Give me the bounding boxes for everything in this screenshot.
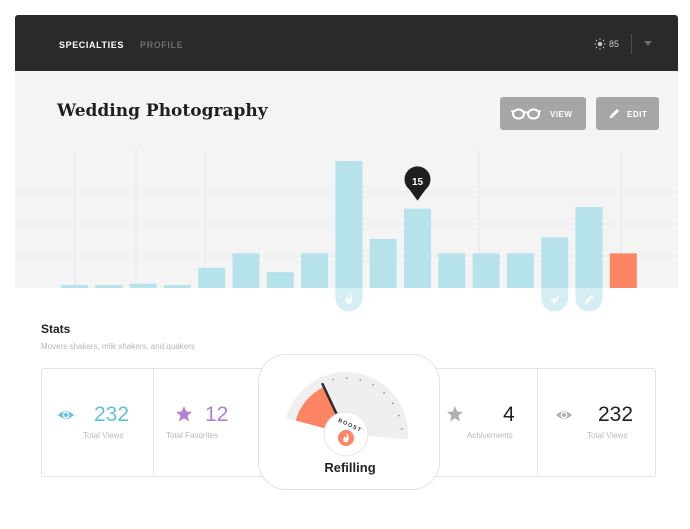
total-views-value-2: 232 — [598, 403, 634, 426]
stats-title: Stats — [41, 322, 71, 336]
total-views-value: 232 — [94, 403, 130, 426]
gauge-tick — [397, 414, 400, 417]
bird-icon — [549, 295, 560, 303]
nav-tab-profile[interactable]: PROFILE — [140, 40, 184, 50]
total-favorites-label: Total Favorites — [166, 431, 219, 440]
chart-bar[interactable] — [335, 161, 363, 288]
top-nav-bar: SPECIALTIES PROFILE 85 — [15, 15, 678, 71]
chart-bar[interactable] — [472, 253, 500, 288]
chart-bars — [61, 161, 637, 312]
value-pin — [404, 166, 431, 201]
chart-bar[interactable] — [575, 207, 603, 288]
total-favorites-value: 12 — [205, 403, 229, 426]
edit-button-label: EDIT — [627, 110, 648, 119]
gauge-ticks — [332, 377, 403, 430]
stats-divider — [537, 369, 538, 476]
achievements-label: Achivements — [467, 431, 513, 440]
chart-bar[interactable] — [163, 285, 191, 288]
specialty-bar-chart: 15 — [15, 150, 678, 312]
pencil-icon — [585, 295, 594, 304]
star-icon — [176, 406, 192, 422]
gauge-tick — [372, 384, 374, 386]
flame-icon — [345, 293, 353, 304]
total-views-label: Total Views — [83, 431, 124, 440]
sun-icon — [594, 38, 606, 50]
nav-divider — [631, 34, 632, 54]
chart-bar[interactable] — [266, 272, 294, 288]
eye-icon — [58, 411, 74, 419]
achievements-value: 4 — [503, 403, 515, 426]
chart-bar[interactable] — [61, 285, 88, 288]
chart-bar[interactable] — [438, 253, 466, 288]
gauge-needle — [321, 382, 338, 416]
stats-subtitle: Movers shakers, milk shakers, and quaker… — [41, 342, 195, 351]
star-icon — [447, 406, 463, 422]
chart-bar[interactable] — [95, 285, 123, 288]
gauge-tick — [332, 378, 335, 381]
stats-divider — [153, 369, 154, 476]
caret-down-icon[interactable] — [644, 41, 652, 46]
eye-icon — [556, 411, 572, 419]
chart-bar[interactable] — [198, 267, 226, 288]
gauge-tick — [383, 392, 385, 394]
total-views-label-2: Total Views — [587, 431, 628, 440]
chart-bar[interactable] — [301, 253, 329, 288]
points-count: 85 — [609, 39, 620, 49]
glasses-icon — [511, 108, 541, 120]
chart-bar[interactable] — [369, 238, 397, 288]
pencil-icon — [609, 109, 619, 119]
gauge-tick — [359, 378, 362, 381]
chart-bar[interactable] — [232, 253, 260, 288]
page-title: Wedding Photography — [57, 101, 268, 121]
flame-badge — [338, 430, 354, 446]
chart-bar[interactable] — [609, 253, 637, 288]
boost-gauge[interactable]: BOOST Refilling — [258, 354, 440, 490]
flame-icon — [343, 432, 349, 443]
chart-bar[interactable] — [506, 253, 534, 288]
chart-bar[interactable] — [541, 237, 569, 288]
gauge-fill — [295, 386, 337, 429]
gauge-tick — [400, 428, 403, 430]
view-button[interactable]: VIEW — [500, 97, 586, 130]
chart-pin-layer: 15 — [404, 166, 431, 201]
view-button-label: VIEW — [550, 110, 573, 119]
edit-button[interactable]: EDIT — [596, 97, 659, 130]
nav-tab-specialties[interactable]: SPECIALTIES — [59, 40, 124, 50]
gauge-caption: Refilling — [324, 460, 376, 475]
chart-bar[interactable] — [404, 208, 431, 288]
chart-bar[interactable] — [129, 283, 157, 288]
value-pin-label: 15 — [412, 177, 424, 188]
gauge-dial: BOOST — [286, 372, 408, 457]
gauge-tick — [391, 402, 394, 405]
gauge-tick — [345, 377, 348, 379]
